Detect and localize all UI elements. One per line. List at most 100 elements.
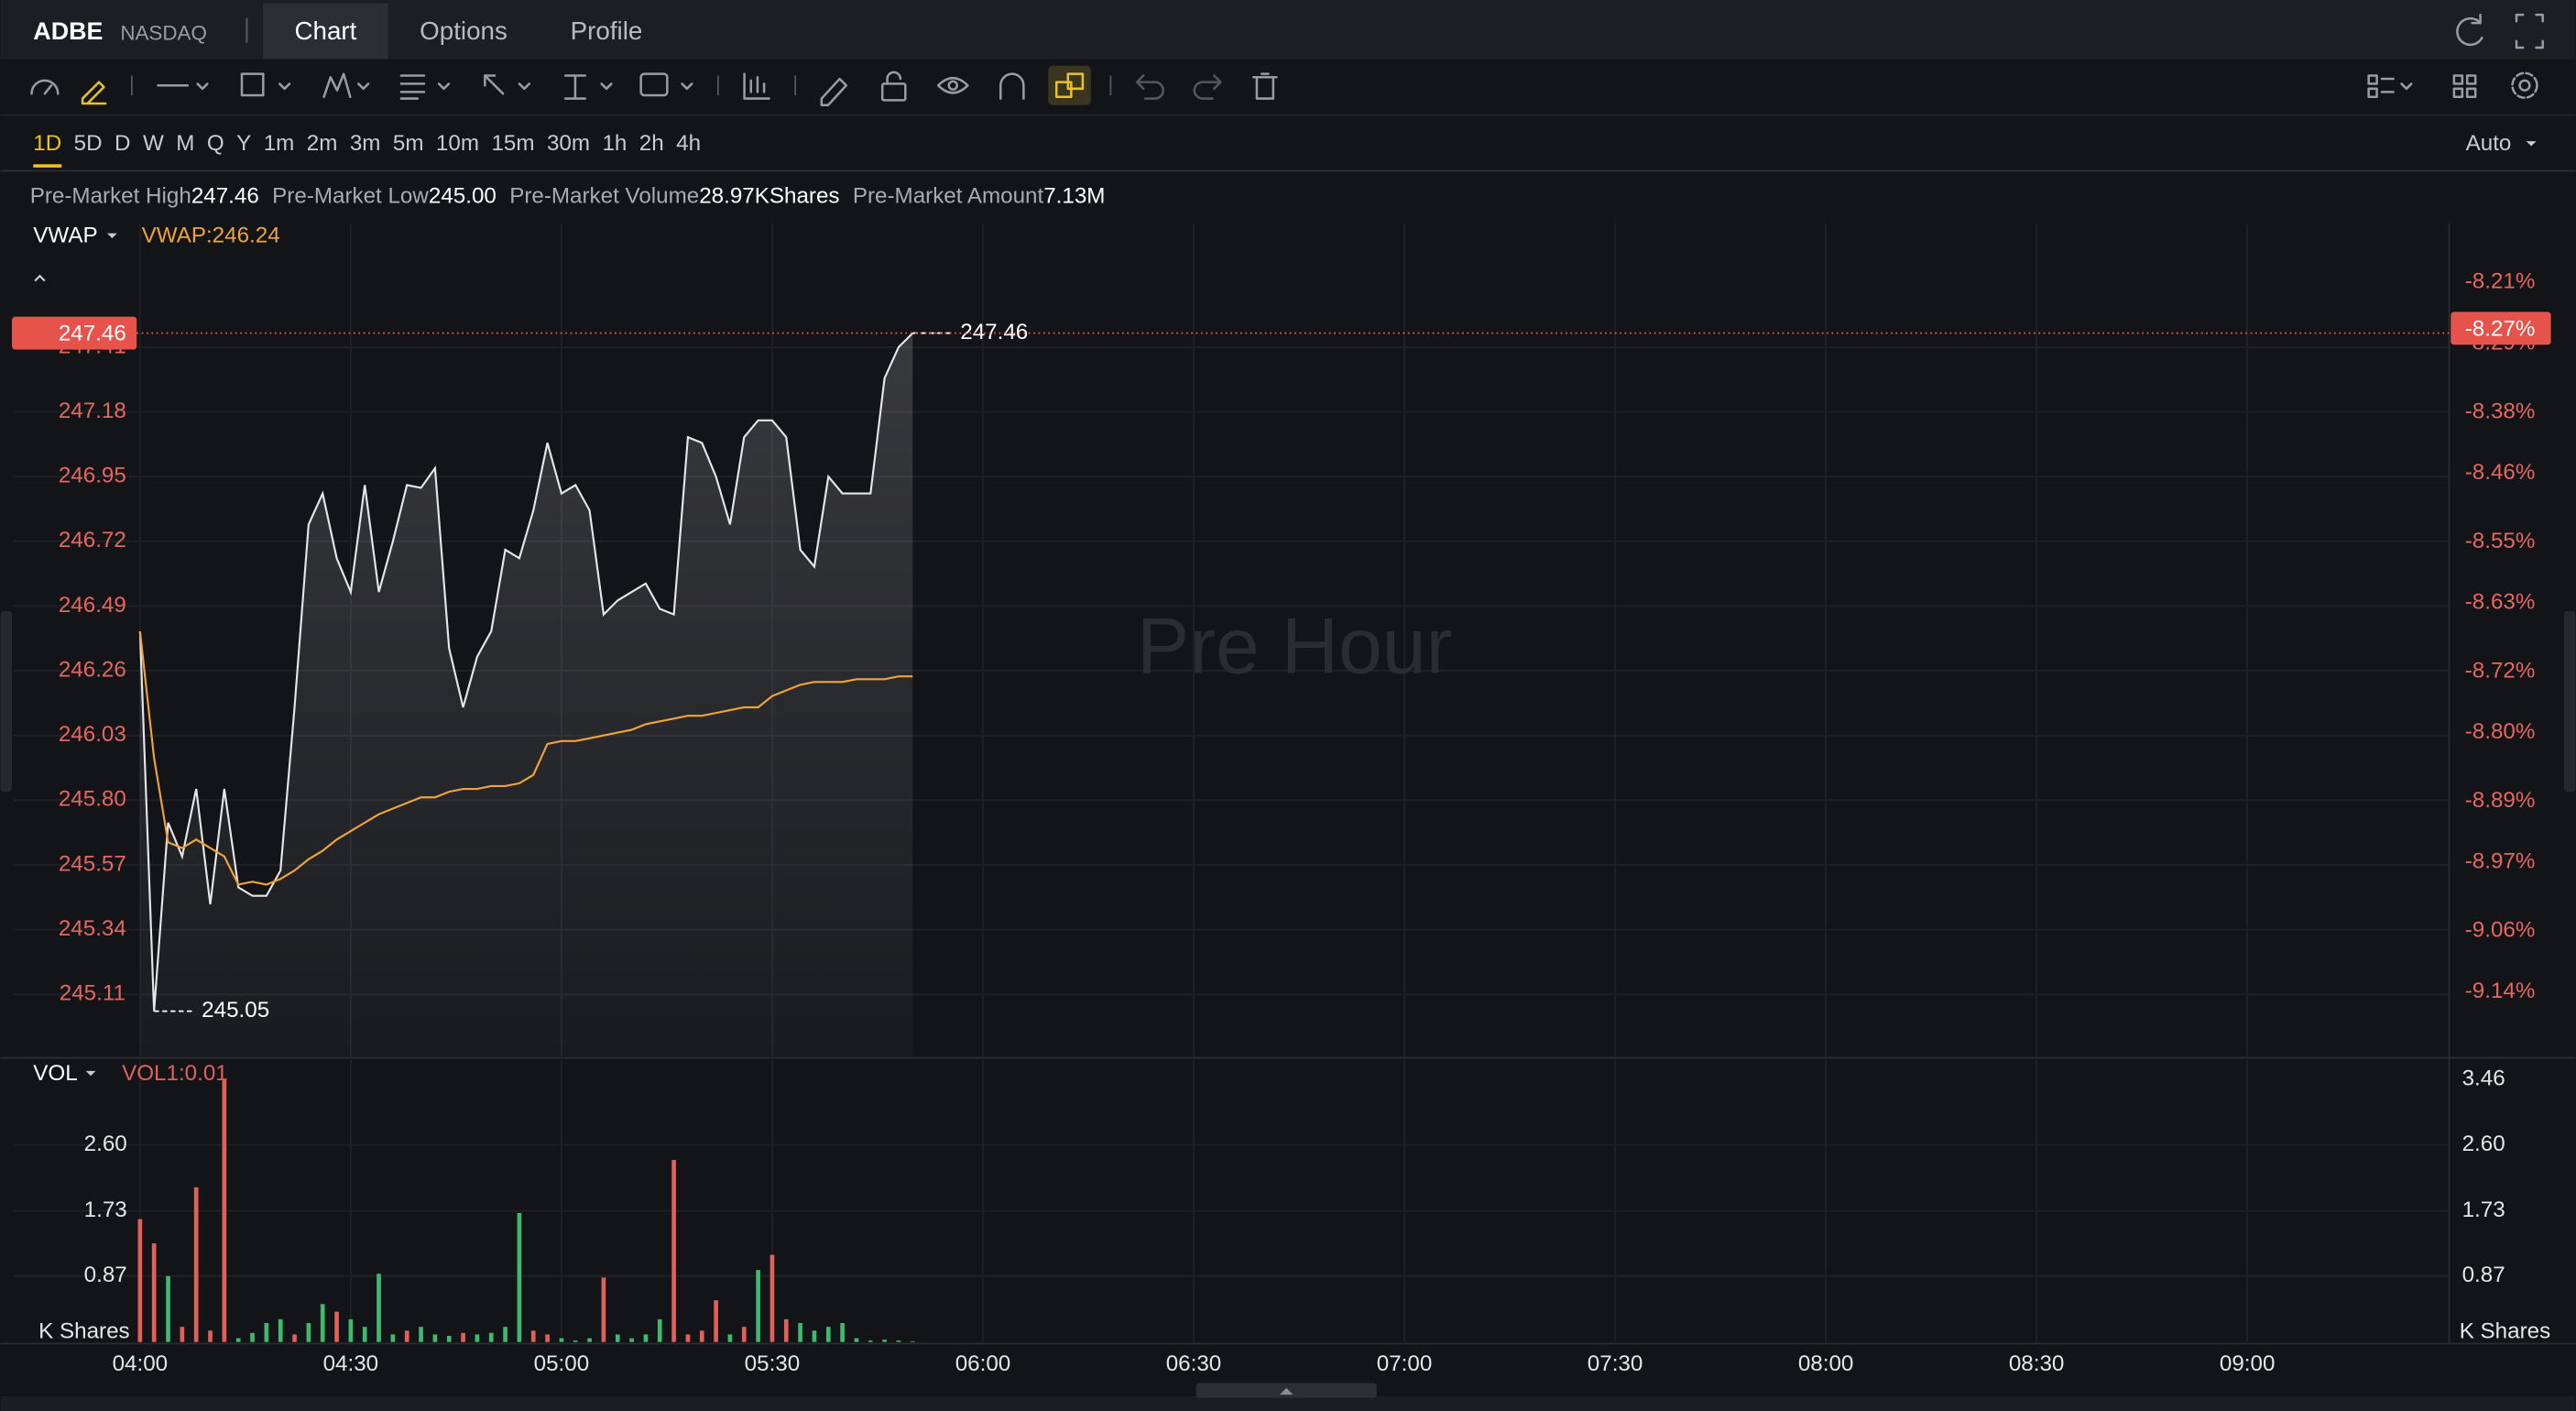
scroll-track [0,1395,2576,1411]
last-price-box [12,316,137,350]
interval-option[interactable]: 4h [676,131,701,156]
interval-underline [33,164,62,168]
vwap-line [138,630,913,886]
y2-tick-label: -8.63% [2465,589,2536,614]
volume-bar [306,1323,311,1342]
interval-option[interactable]: W [143,131,164,156]
last-change-box [2450,312,2551,345]
volume-bar [798,1323,802,1342]
tool-button[interactable] [484,74,530,95]
tool-button[interactable] [880,71,907,102]
interval-option[interactable]: D [115,131,130,156]
volume-bar [910,1340,915,1342]
tool-button[interactable] [81,81,107,105]
scroll-arrow [1280,1387,1293,1395]
tab[interactable]: Options [420,16,508,45]
volume-bar [812,1330,817,1342]
y-tick-label: 2.60 [84,1132,127,1156]
fullscreen-button[interactable] [2515,13,2544,49]
volume-bar [488,1332,494,1342]
interval-option[interactable]: 2m [307,131,338,156]
settings-button[interactable] [2511,71,2538,99]
redo-button[interactable] [1193,74,1222,100]
y2-tick-label: -9.14% [2465,979,2536,1003]
tool-button[interactable] [322,72,370,99]
tool-button[interactable] [563,74,613,100]
stat-label: Pre-Market Volume [509,184,699,209]
refresh-button[interactable] [2456,13,2483,47]
y2-tick-label: -9.06% [2465,918,2536,943]
side-handle[interactable] [2563,610,2576,793]
interval-option[interactable]: 1m [264,131,295,156]
volume-bar [334,1311,339,1342]
interval-option[interactable]: 3m [350,131,381,156]
tool-button[interactable] [399,74,451,100]
y2-tick-label: 0.87 [2462,1263,2505,1287]
x-tick-label: 05:30 [745,1351,801,1376]
volume-bar [868,1340,873,1342]
scale-mode[interactable]: Auto [2466,131,2512,156]
interval-option[interactable]: M [176,131,194,156]
volume-bar [615,1334,620,1342]
tool-button[interactable] [820,77,847,106]
undo-button[interactable] [1135,74,1164,100]
volume-bar [643,1334,649,1342]
volume-bar [685,1334,691,1342]
layout-button[interactable] [2367,74,2413,99]
dropdown-caret [85,1070,96,1077]
tool-button[interactable] [30,79,60,95]
tool-button[interactable] [743,72,770,100]
tool-button[interactable] [240,72,291,97]
watermark: Pre Hour [1137,602,1452,690]
interval-option[interactable]: Q [207,131,224,156]
unit-label: K Shares [38,1318,129,1343]
indicator-name[interactable]: VOL [33,1061,77,1086]
y2-tick-label: 2.60 [2462,1132,2505,1156]
interval-option[interactable]: 10m [436,131,479,156]
interval-option[interactable]: 15m [491,131,534,156]
indicator-value: VOL1:0.01 [122,1061,228,1086]
stat-label: Pre-Market Low [272,184,429,209]
grid-button[interactable] [2452,74,2477,99]
interval-option[interactable]: 30m [547,131,590,156]
exchange: NASDAQ [120,22,207,45]
tool-button[interactable] [1054,72,1085,99]
price-area [139,333,913,1056]
tab[interactable]: Chart [294,16,356,45]
tool-button[interactable] [639,72,693,97]
interval-option[interactable]: 1D [33,131,61,156]
y-tick-label: 247.18 [59,399,126,423]
tab[interactable]: Profile [571,16,643,45]
volume-bar [530,1330,536,1342]
volume-bar [432,1334,438,1342]
volume-bar [404,1330,409,1342]
collapse-button[interactable] [34,274,46,282]
x-tick-label: 07:30 [1588,1351,1643,1376]
last-change-label: -8.27% [2465,317,2536,342]
side-handle[interactable] [0,610,13,793]
volume-bar [166,1275,170,1342]
x-tick-label: 06:00 [955,1351,1011,1376]
y-tick-label: 246.03 [59,722,126,747]
y2-tick-label: -8.97% [2465,849,2536,874]
volume-bar [348,1318,354,1342]
volume-bar [193,1187,199,1342]
tool-button[interactable] [999,72,1025,100]
volume-bar [741,1327,747,1342]
interval-option[interactable]: 2h [639,131,664,156]
interval-option[interactable]: Y [236,131,251,156]
volume-bar [222,1079,227,1342]
volume-bar [770,1254,775,1342]
volume-bar [714,1300,718,1342]
interval-option[interactable]: 5m [393,131,424,156]
volume-bar [250,1332,255,1342]
tool-button[interactable] [936,76,969,94]
tool-button[interactable] [157,82,209,91]
interval-option[interactable]: 5D [74,131,103,156]
interval-option[interactable]: 1h [602,131,627,156]
y-tick-label: 246.26 [59,657,126,682]
volume-bar [896,1340,901,1342]
volume-bar [362,1327,367,1342]
indicator-name[interactable]: VWAP [33,224,97,248]
delete-button[interactable] [1252,72,1278,100]
